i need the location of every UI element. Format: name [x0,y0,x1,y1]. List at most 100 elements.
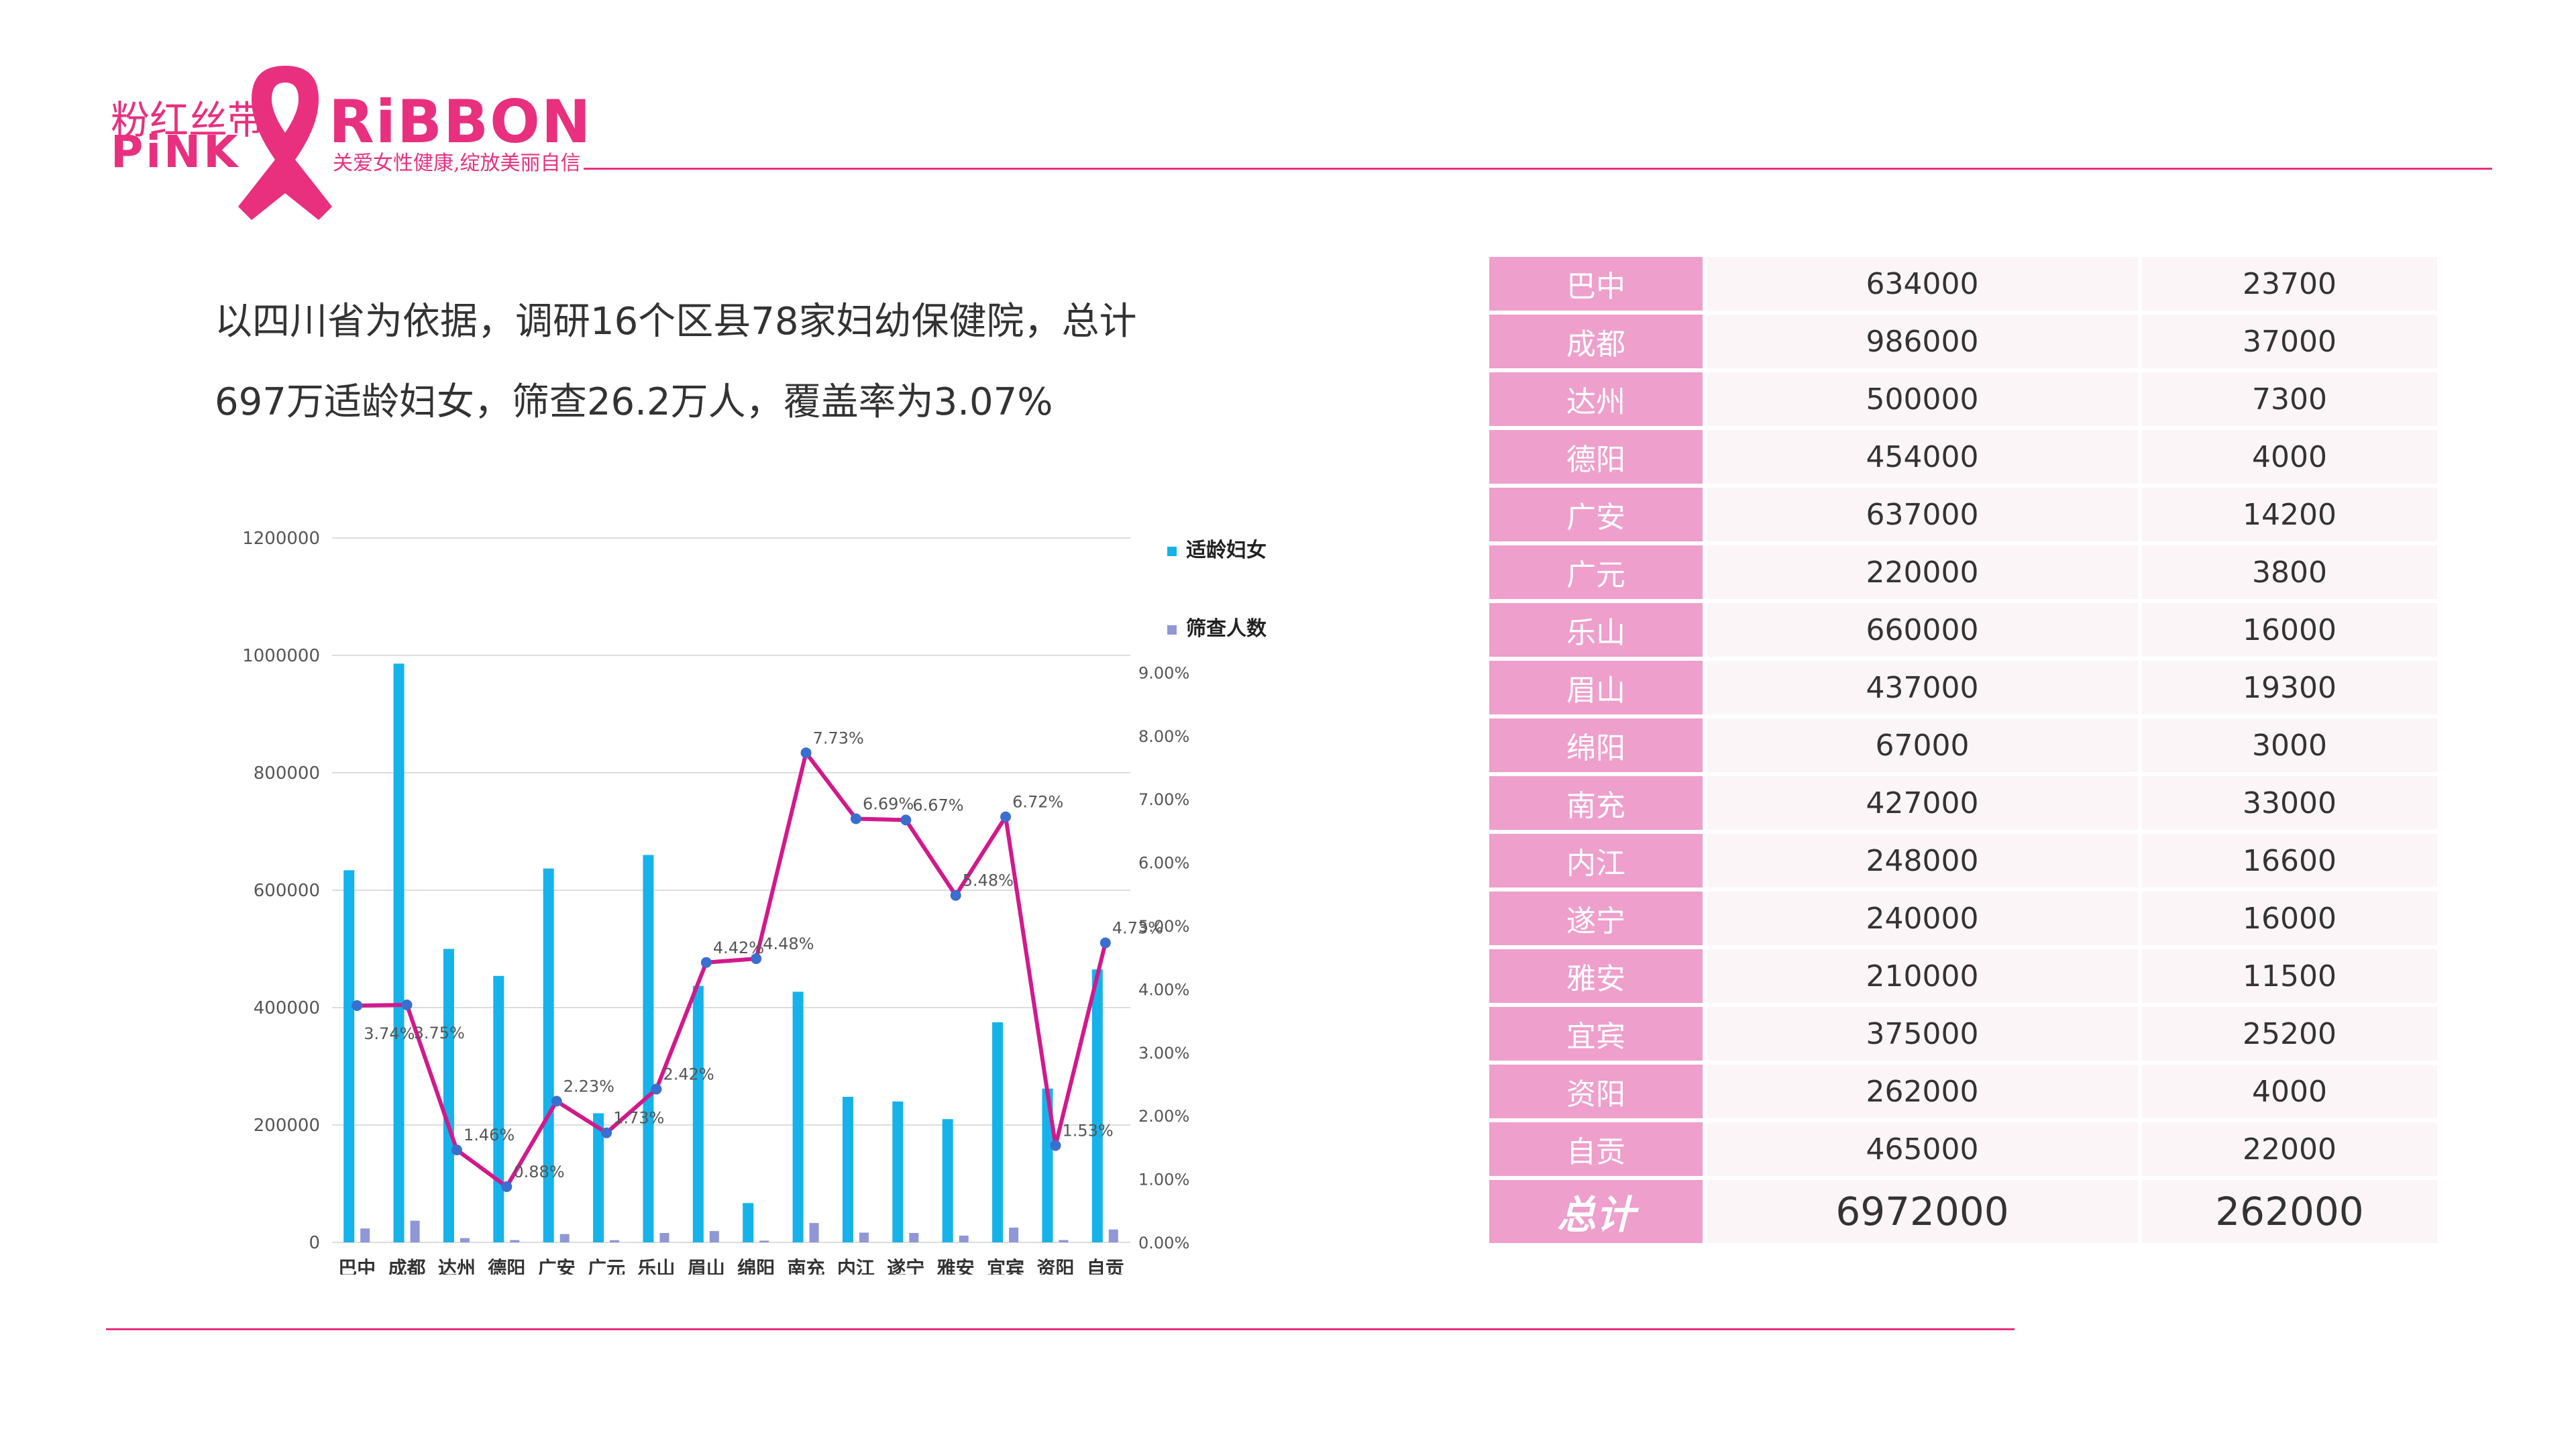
logo-chinese-text: 粉红丝带 [111,97,267,143]
table-row: 德阳 454000 4000 [1489,430,2441,488]
region-name-cell: 南充 [1489,776,1707,834]
y2-axis-tick-label: 7.00% [1138,790,1189,809]
region-name-cell: 乐山 [1489,603,1707,661]
women-bar [1042,1088,1053,1242]
intro-line-1: 以四川省为依据，调研16个区县78家妇幼保健院，总计 [215,300,1137,343]
legend-women-label: 适龄妇女 [1186,539,1267,562]
screened-bar [709,1231,719,1242]
coverage-point-label: 4.48% [763,934,814,953]
coverage-point [451,1144,462,1156]
region-data-table: 巴中 634000 23700 成都 986000 37000 达州 500000 7300 德阳… [1489,257,2441,1247]
region-name-cell: 成都 [1489,315,1707,372]
coverage-point-label: 2.42% [663,1065,714,1084]
women-count-cell: 220000 [1707,545,2142,603]
x-axis-category-label: 自贡 [1087,1257,1124,1275]
screened-count-cell: 33000 [2142,776,2441,834]
region-name-cell: 内江 [1489,834,1707,892]
x-axis-category-label: 广安 [538,1257,576,1275]
pink-ribbon-icon [238,66,332,220]
women-bar [692,985,704,1242]
table-total-row: 总计 6972000 262000 [1489,1180,2441,1247]
table-row: 眉山 437000 19300 [1489,661,2441,718]
x-axis-category-label: 成都 [388,1257,426,1275]
coverage-point-label: 3.75% [414,1024,465,1042]
y2-axis-tick-label: 4.00% [1138,980,1189,999]
region-name-cell: 绵阳 [1489,718,1707,776]
x-axis-category-label: 眉山 [688,1257,725,1275]
screened-count-cell: 16600 [2142,834,2441,892]
screened-bar [909,1233,919,1242]
women-bar [593,1113,604,1242]
legend-women-swatch [1167,547,1177,556]
x-axis-category-label: 达州 [438,1257,476,1275]
intro-line-2: 697万适龄妇女，筛查26.2万人，覆盖率为3.07% [215,380,1053,424]
screened-bar [659,1233,669,1242]
coverage-point-label: 1.73% [613,1109,664,1128]
region-name-cell: 眉山 [1489,661,1707,718]
coverage-point [950,890,961,901]
screened-count-cell: 3800 [2142,545,2441,603]
table-row: 广元 220000 3800 [1489,545,2441,603]
screened-count-cell: 14200 [2142,488,2441,545]
coverage-point-label: 4.73% [1112,918,1163,937]
x-axis-category-label: 宜宾 [987,1257,1024,1275]
women-count-cell: 500000 [1707,372,2142,430]
screened-count-cell: 4000 [2142,1065,2441,1122]
y-axis-tick-label: 1000000 [242,646,320,666]
coverage-point-label: 2.23% [564,1077,614,1095]
y2-axis-tick-label: 9.00% [1138,663,1189,682]
coverage-point [1050,1140,1061,1151]
women-count-cell: 454000 [1707,430,2142,488]
coverage-point-label: 1.53% [1062,1122,1113,1140]
region-name-cell: 资阳 [1489,1065,1707,1122]
screened-count-cell: 16000 [2142,603,2441,661]
women-count-cell: 660000 [1707,603,2142,661]
y2-axis-tick-label: 8.00% [1138,727,1189,746]
x-axis-category-label: 遂宁 [887,1257,924,1275]
women-bar [942,1119,953,1242]
x-axis-category-label: 南充 [788,1257,825,1275]
women-bar [992,1022,1004,1242]
table-row: 巴中 634000 23700 [1489,257,2441,315]
women-count-cell: 240000 [1707,892,2142,949]
coverage-point [850,813,861,824]
screened-count-cell: 11500 [2142,949,2441,1007]
x-axis-category-label: 内江 [837,1257,875,1275]
screened-bar [510,1240,520,1242]
screened-bar [1108,1229,1118,1242]
women-bar [393,663,405,1242]
table-row: 遂宁 240000 16000 [1489,892,2441,949]
screened-bar [809,1223,819,1242]
screened-count-cell: 23700 [2142,257,2441,315]
x-axis-category-label: 雅安 [937,1257,975,1275]
table-row: 达州 500000 7300 [1489,372,2441,430]
legend-screened-label: 筛查人数 [1186,617,1267,641]
screened-count-cell: 19300 [2142,661,2441,718]
y-axis-tick-label: 0 [309,1233,320,1253]
x-axis-category-label: 巴中 [338,1257,376,1275]
women-bar [643,855,654,1242]
women-count-cell: 427000 [1707,776,2142,834]
y2-axis-tick-label: 0.00% [1138,1234,1189,1252]
coverage-point [1099,937,1111,949]
logo-slogan: 关爱女性健康,绽放美丽自信 [333,152,581,175]
y2-axis-tick-label: 3.00% [1138,1044,1189,1063]
coverage-point [501,1181,513,1192]
table-row: 雅安 210000 11500 [1489,949,2441,1007]
screened-count-cell: 7300 [2142,372,2441,430]
screened-count-cell: 25200 [2142,1007,2441,1065]
region-name-cell: 达州 [1489,372,1707,430]
screened-count-cell: 37000 [2142,315,2441,372]
coverage-point [352,1000,363,1011]
coverage-point-label: 7.73% [813,729,864,747]
screened-bar [460,1238,470,1242]
coverage-line [357,751,1108,1189]
coverage-point [401,1000,413,1010]
women-count-cell: 248000 [1707,834,2142,892]
women-count-cell: 437000 [1707,661,2142,718]
region-name-cell: 德阳 [1489,430,1707,488]
total-label-cell: 总计 [1489,1180,1707,1247]
coverage-chart: 0 200000 400000 600000 800000 1000000 1200000 0… [242,529,1267,1275]
coverage-point-label: 6.69% [863,794,914,813]
screened-bar [859,1232,869,1242]
